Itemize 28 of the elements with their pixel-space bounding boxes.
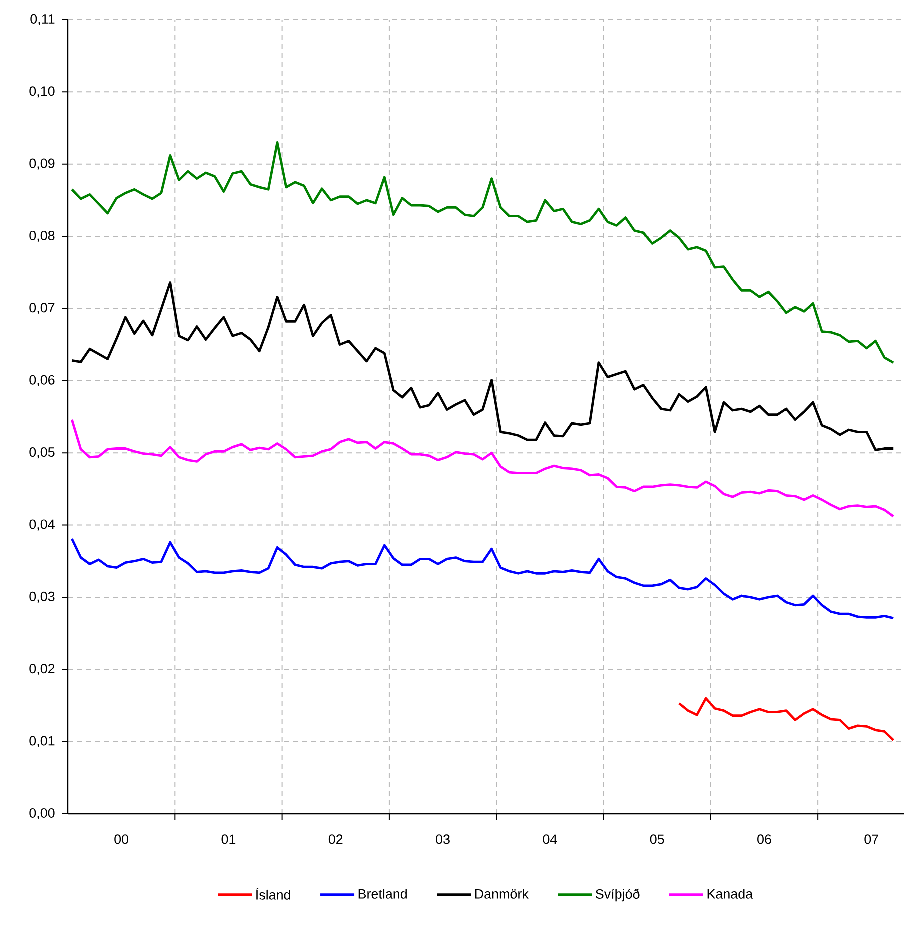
y-tick-label: 0,00: [30, 808, 55, 820]
x-tick-label: 06: [758, 834, 772, 844]
x-tick-label: 00: [114, 834, 129, 844]
legend-label: Svíþjóð: [596, 888, 640, 902]
line-series: [70, 142, 895, 364]
y-tick-label: 0,08: [30, 230, 55, 242]
y-tick-label: 0,11: [30, 14, 55, 26]
x-tick-label: 03: [436, 834, 450, 844]
x-tick-label: 05: [650, 834, 664, 844]
y-tick-label: 0,10: [30, 86, 55, 98]
x-tick-label: 07: [864, 834, 878, 844]
x-tick-label: 02: [328, 834, 343, 844]
y-tick-label: 0,02: [30, 664, 55, 676]
legend-label: Ísland: [256, 888, 290, 900]
x-tick-label: 04: [543, 834, 558, 844]
y-tick-label: 0,03: [30, 592, 55, 604]
legend-label: Kanada: [708, 889, 754, 899]
y-tick-label: 0,04: [30, 520, 55, 531]
line-series: [678, 697, 895, 742]
y-tick-label: 0,01: [30, 736, 55, 748]
y-tick-label: 0,05: [30, 448, 55, 459]
legend-label: Bretland: [358, 889, 407, 899]
y-tick-label: 0,07: [30, 303, 55, 314]
y-tick-label: 0,06: [30, 375, 55, 386]
x-tick-label: 01: [222, 834, 236, 844]
legend-label: Danmörk: [475, 889, 529, 899]
y-tick-label: 0,09: [30, 158, 55, 170]
line-series: [70, 538, 895, 620]
